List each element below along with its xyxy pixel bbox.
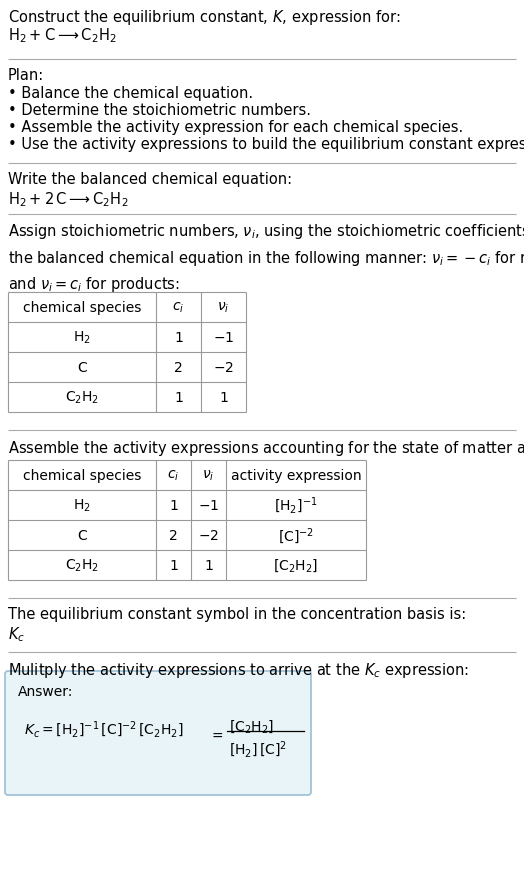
Text: Answer:: Answer: [18,684,73,698]
FancyBboxPatch shape [5,671,311,795]
Text: $-1$: $-1$ [198,499,219,512]
Text: Mulitply the activity expressions to arrive at the $K_c$ expression:: Mulitply the activity expressions to arr… [8,661,469,679]
Text: • Balance the chemical equation.: • Balance the chemical equation. [8,86,253,101]
Text: 1: 1 [174,331,183,344]
Text: $-1$: $-1$ [213,331,234,344]
Text: $\nu_i$: $\nu_i$ [202,468,215,483]
Text: Plan:: Plan: [8,68,44,83]
Text: chemical species: chemical species [23,468,141,483]
Text: $[\mathrm{H_2}]\,[\mathrm{C}]^2$: $[\mathrm{H_2}]\,[\mathrm{C}]^2$ [229,739,287,760]
Text: $c_i$: $c_i$ [172,300,184,315]
Text: 1: 1 [169,559,178,572]
Text: 1: 1 [219,391,228,405]
Text: $\mathrm{H_2}$: $\mathrm{H_2}$ [73,329,91,346]
Text: chemical species: chemical species [23,300,141,315]
Text: activity expression: activity expression [231,468,362,483]
Text: $c_i$: $c_i$ [167,468,180,483]
Text: Construct the equilibrium constant, $K$, expression for:: Construct the equilibrium constant, $K$,… [8,8,401,27]
Text: • Use the activity expressions to build the equilibrium constant expression.: • Use the activity expressions to build … [8,137,524,152]
Text: 2: 2 [169,528,178,543]
Text: $-2$: $-2$ [213,360,234,375]
Text: $\mathrm{C_2H_2}$: $\mathrm{C_2H_2}$ [65,390,99,406]
Text: $[\mathrm{C}]^{-2}$: $[\mathrm{C}]^{-2}$ [278,526,314,545]
Text: • Determine the stoichiometric numbers.: • Determine the stoichiometric numbers. [8,103,311,118]
Text: 1: 1 [204,559,213,572]
Text: $[\mathrm{C_2H_2}]$: $[\mathrm{C_2H_2}]$ [274,557,319,574]
Text: $\mathrm{H_2 + 2\,C \longrightarrow C_2H_2}$: $\mathrm{H_2 + 2\,C \longrightarrow C_2H… [8,190,128,208]
Text: • Assemble the activity expression for each chemical species.: • Assemble the activity expression for e… [8,120,463,135]
Text: $[\mathrm{H_2}]^{-1}$: $[\mathrm{H_2}]^{-1}$ [274,495,318,516]
Text: 1: 1 [174,391,183,405]
Text: Write the balanced chemical equation:: Write the balanced chemical equation: [8,172,292,187]
Text: $\mathrm{C_2H_2}$: $\mathrm{C_2H_2}$ [65,557,99,574]
Text: 1: 1 [169,499,178,512]
Text: $\mathrm{H_2}$: $\mathrm{H_2}$ [73,497,91,514]
Text: Assemble the activity expressions accounting for the state of matter and $\nu_i$: Assemble the activity expressions accoun… [8,439,524,458]
Text: 2: 2 [174,360,183,375]
Text: $\mathrm{H_2 + C \longrightarrow C_2H_2}$: $\mathrm{H_2 + C \longrightarrow C_2H_2}… [8,26,117,45]
Text: $=$: $=$ [209,727,224,741]
Text: $K_c = [\mathrm{H_2}]^{-1}\,[\mathrm{C}]^{-2}\,[\mathrm{C_2H_2}]$: $K_c = [\mathrm{H_2}]^{-1}\,[\mathrm{C}]… [24,719,184,739]
Text: $\nu_i$: $\nu_i$ [217,300,230,315]
Text: Assign stoichiometric numbers, $\nu_i$, using the stoichiometric coefficients, $: Assign stoichiometric numbers, $\nu_i$, … [8,222,524,294]
Text: C: C [77,528,87,543]
Text: $K_c$: $K_c$ [8,624,25,643]
Text: $[\mathrm{C_2H_2}]$: $[\mathrm{C_2H_2}]$ [229,717,274,734]
Text: $-2$: $-2$ [198,528,219,543]
Text: The equilibrium constant symbol in the concentration basis is:: The equilibrium constant symbol in the c… [8,606,466,621]
Text: C: C [77,360,87,375]
